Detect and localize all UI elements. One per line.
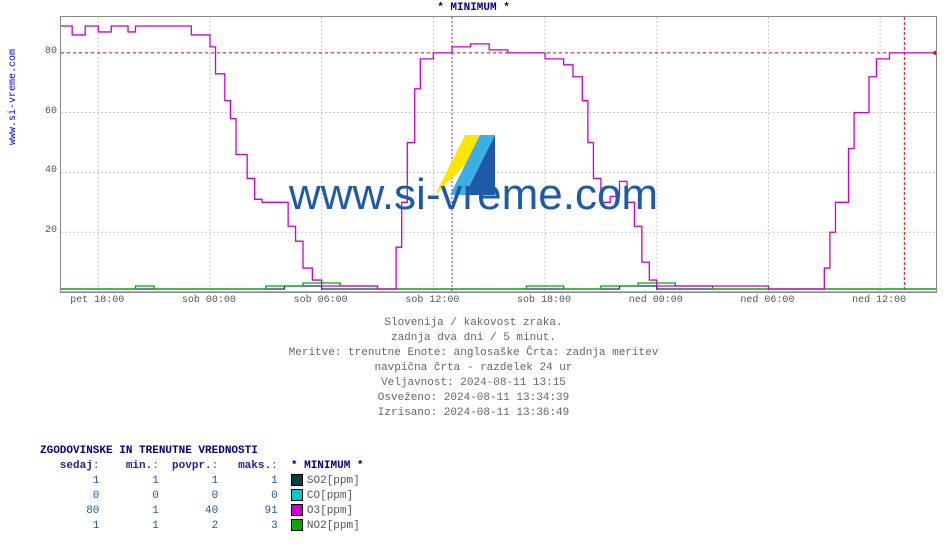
caption-line: zadnja dva dni / 5 minut. — [0, 331, 947, 346]
xtick-label: sob 06:00 — [294, 295, 348, 306]
stats-table: ZGODOVINSKE IN TRENUTNE VREDNOSTI sedaj:… — [40, 444, 364, 534]
table-row: 0 0 0 0 CO[ppm] — [40, 489, 364, 504]
ytick-label: 20 — [33, 225, 57, 236]
ytick-label: 40 — [33, 165, 57, 176]
ytick-label: 80 — [33, 46, 57, 57]
plot-area — [60, 16, 937, 293]
stats-table-header: sedaj: min.: povpr.: maks.: * MINIMUM * — [40, 459, 364, 474]
plot-svg — [61, 17, 936, 292]
xtick-label: ned 00:00 — [629, 295, 683, 306]
stats-table-title: ZGODOVINSKE IN TRENUTNE VREDNOSTI — [40, 444, 364, 459]
caption-line: Izrisano: 2024-08-11 13:36:49 — [0, 406, 947, 421]
xtick-label: ned 06:00 — [740, 295, 794, 306]
xtick-label: sob 18:00 — [517, 295, 571, 306]
table-row: 80 1 40 91 O3[ppm] — [40, 504, 364, 519]
xtick-label: pet 18:00 — [70, 295, 124, 306]
xtick-label: ned 12:00 — [852, 295, 906, 306]
chart-title: * MINIMUM * — [0, 2, 947, 14]
caption-line: Meritve: trenutne Enote: anglosaške Črta… — [0, 346, 947, 361]
stats-table-body: 1 1 1 1 SO2[ppm] 0 0 0 0 CO[ppm] 80 1 40… — [40, 474, 364, 534]
caption-line: Slovenija / kakovost zraka. — [0, 316, 947, 331]
caption-line: Veljavnost: 2024-08-11 13:15 — [0, 376, 947, 391]
ytick-label: 60 — [33, 106, 57, 117]
chart-container: www.si-vreme.com * MINIMUM * www.si-vrem… — [0, 0, 947, 550]
table-row: 1 1 1 1 SO2[ppm] — [40, 474, 364, 489]
side-url-label: www.si-vreme.com — [8, 49, 19, 145]
xtick-label: sob 00:00 — [182, 295, 236, 306]
caption-block: Slovenija / kakovost zraka.zadnja dva dn… — [0, 316, 947, 421]
table-row: 1 1 2 3 NO2[ppm] — [40, 519, 364, 534]
xtick-label: sob 12:00 — [405, 295, 459, 306]
caption-line: Osveženo: 2024-08-11 13:34:39 — [0, 391, 947, 406]
caption-line: navpična črta - razdelek 24 ur — [0, 361, 947, 376]
watermark-logo-icon — [435, 135, 495, 195]
